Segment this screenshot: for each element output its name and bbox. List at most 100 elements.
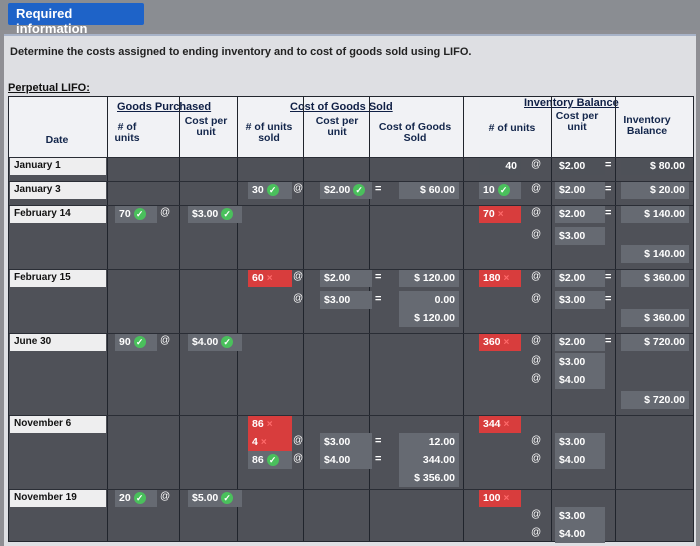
inventory-units-value: 70 [483, 208, 495, 220]
cross-icon: × [503, 273, 510, 284]
equals-symbol: = [375, 271, 382, 283]
check-icon: ✓ [221, 208, 234, 221]
equals-symbol: = [605, 207, 612, 219]
inventory-cost-cell: $4.00 [555, 371, 605, 389]
sold-units-cell[interactable]: 30 ✓ [248, 181, 292, 199]
inventory-units-cell[interactable]: 344 × [479, 415, 521, 433]
inventory-cost-cell: $3.00 [555, 433, 605, 451]
row-divider [9, 157, 693, 158]
inventory-units-cell[interactable]: 70 × [479, 205, 521, 223]
sold-units-value: 60 [252, 272, 264, 284]
purchase-units-cell[interactable]: 20 ✓ [115, 489, 157, 507]
at-symbol: @ [531, 373, 542, 384]
inventory-units-value: 10 [483, 184, 495, 196]
purchase-cost-value: $3.00 [192, 208, 219, 220]
equals-symbol: = [605, 183, 612, 195]
at-symbol: @ [531, 183, 542, 194]
cogs-amount-cell: 0.00 [399, 291, 459, 309]
inv-units-header: # of units [488, 122, 536, 134]
purchase-units-cell[interactable]: 90 ✓ [115, 333, 157, 351]
inv-balance-header: Inventory Balance [623, 114, 671, 137]
cogs-cost-header: Cost per unit [315, 115, 359, 138]
sold-units-value: 86 [252, 454, 264, 466]
inventory-units-value: 100 [483, 492, 501, 504]
inventory-units-value: 344 [483, 418, 501, 430]
at-symbol: @ [293, 293, 304, 304]
check-icon: ✓ [497, 184, 510, 197]
sold-units-cell[interactable]: 60 × [248, 269, 292, 287]
cogs-amount-cell: $ 60.00 [399, 181, 459, 199]
at-symbol: @ [293, 453, 304, 464]
equals-symbol: = [375, 293, 382, 305]
purchase-units-cell[interactable]: 70 ✓ [115, 205, 157, 223]
sold-cost-cell: $4.00 [320, 451, 372, 469]
inventory-units-cell: 40 [479, 157, 521, 175]
at-symbol: @ [531, 207, 542, 218]
equals-symbol: = [375, 453, 382, 465]
check-icon: ✓ [221, 492, 234, 505]
inventory-balance-cell: $ 140.00 [621, 205, 689, 223]
inventory-cost-cell: $3.00 [555, 507, 605, 525]
inventory-balance-cell: $ 20.00 [621, 181, 689, 199]
purchase-cost-cell[interactable]: $3.00 ✓ [188, 205, 242, 223]
equals-symbol: = [605, 293, 612, 305]
date-cell: January 3 [10, 181, 106, 199]
cogs-amount-cell: 344.00 [399, 451, 459, 469]
lifo-table: Goods Purchased Cost of Goods Sold Inven… [8, 96, 694, 543]
inventory-units-cell[interactable]: 100 × [479, 489, 521, 507]
row-divider [9, 333, 693, 334]
date-cell: November 6 [10, 415, 106, 433]
inventory-cost-cell: $2.00 [555, 157, 605, 175]
col-divider [303, 97, 304, 541]
required-information-tab[interactable]: Required information [8, 3, 144, 36]
at-symbol: @ [531, 229, 542, 240]
sold-cost-cell[interactable]: $2.00 ✓ [320, 181, 372, 199]
sold-units-value: 4 [252, 436, 258, 448]
cross-icon: × [266, 419, 273, 430]
sold-cost-value: $2.00 [324, 184, 351, 196]
inventory-units-cell[interactable]: 180 × [479, 269, 521, 287]
at-symbol: @ [293, 183, 304, 194]
sold-units-cell[interactable]: 4 × [248, 433, 292, 451]
col-divider [615, 97, 616, 541]
date-header: Date [45, 134, 69, 146]
inventory-balance-cell: $ 720.00 [621, 333, 689, 351]
gp-cost-header: Cost per unit [184, 115, 228, 138]
inventory-cost-cell: $4.00 [555, 525, 605, 543]
inventory-total-cell: $ 140.00 [621, 245, 689, 263]
check-icon: ✓ [133, 208, 146, 221]
inventory-cost-cell: $2.00 [555, 205, 605, 223]
date-cell: November 19 [10, 489, 106, 507]
sold-units-value: 30 [252, 184, 264, 196]
row-divider [9, 415, 693, 416]
equals-symbol: = [375, 435, 382, 447]
sold-units-cell[interactable]: 86 × [248, 415, 292, 433]
inventory-cost-cell: $3.00 [555, 227, 605, 245]
cross-icon: × [260, 437, 267, 448]
check-icon: ✓ [266, 454, 279, 467]
equals-symbol: = [605, 335, 612, 347]
cross-icon: × [503, 493, 510, 504]
sold-units-cell[interactable]: 86 ✓ [248, 451, 292, 469]
at-symbol: @ [531, 509, 542, 520]
cogs-total-header: Cost of Goods Sold [378, 121, 452, 144]
purchase-cost-cell[interactable]: $4.00 ✓ [188, 333, 242, 351]
inventory-cost-cell: $2.00 [555, 333, 605, 351]
inventory-units-cell[interactable]: 360 × [479, 333, 521, 351]
row-divider [9, 489, 693, 490]
date-cell: February 14 [10, 205, 106, 223]
inventory-units-value: 360 [483, 336, 501, 348]
row-divider [9, 181, 693, 182]
method-label: Perpetual LIFO: [8, 82, 90, 94]
date-cell: January 1 [10, 157, 106, 175]
date-cell: February 15 [10, 269, 106, 287]
inventory-balance-cell: $ 80.00 [621, 157, 689, 175]
inventory-units-cell[interactable]: 10 ✓ [479, 181, 521, 199]
inventory-cost-cell: $2.00 [555, 181, 605, 199]
at-symbol: @ [531, 453, 542, 464]
col-divider [369, 97, 370, 541]
cross-icon: × [503, 419, 510, 430]
purchase-cost-cell[interactable]: $5.00 ✓ [188, 489, 242, 507]
cogs-amount-cell: 12.00 [399, 433, 459, 451]
sold-units-value: 86 [252, 418, 264, 430]
